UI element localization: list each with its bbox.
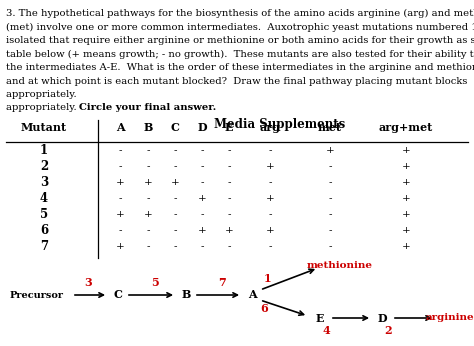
Text: Media Supplements: Media Supplements: [214, 118, 346, 131]
Text: A: A: [116, 122, 124, 133]
Text: -: -: [268, 146, 272, 155]
Text: D: D: [197, 122, 207, 133]
Text: 2: 2: [40, 160, 48, 173]
Text: 7: 7: [218, 276, 226, 288]
Text: Circle your final answer.: Circle your final answer.: [79, 103, 216, 112]
Text: B: B: [143, 122, 153, 133]
Text: E: E: [316, 312, 324, 324]
Text: -: -: [328, 178, 332, 187]
Text: E: E: [225, 122, 233, 133]
Text: 4: 4: [40, 192, 48, 205]
Text: +: +: [225, 226, 233, 235]
Text: 2: 2: [384, 325, 392, 336]
Text: the intermediates A-E.  What is the order of these intermediates in the arginine: the intermediates A-E. What is the order…: [6, 63, 474, 72]
Text: -: -: [268, 178, 272, 187]
Text: table below (+ means growth; - no growth).  These mutants are also tested for th: table below (+ means growth; - no growth…: [6, 49, 474, 58]
Text: arg+met: arg+met: [379, 122, 433, 133]
Text: appropriately.: appropriately.: [6, 90, 83, 99]
Text: -: -: [227, 194, 231, 203]
Text: -: -: [146, 162, 150, 171]
Text: -: -: [227, 146, 231, 155]
Text: +: +: [116, 178, 124, 187]
Text: -: -: [227, 178, 231, 187]
Text: +: +: [144, 210, 152, 219]
Text: -: -: [118, 162, 122, 171]
Text: -: -: [173, 226, 177, 235]
Text: 4: 4: [322, 325, 330, 336]
Text: -: -: [227, 242, 231, 251]
Text: -: -: [173, 194, 177, 203]
Text: -: -: [328, 194, 332, 203]
Text: -: -: [268, 242, 272, 251]
Text: +: +: [401, 210, 410, 219]
Text: 5: 5: [40, 208, 48, 221]
Text: +: +: [401, 162, 410, 171]
Text: -: -: [227, 210, 231, 219]
Text: -: -: [200, 210, 204, 219]
Text: -: -: [200, 162, 204, 171]
Text: -: -: [146, 146, 150, 155]
Text: A: A: [248, 290, 256, 300]
Text: -: -: [268, 210, 272, 219]
Text: -: -: [328, 226, 332, 235]
Text: 3: 3: [84, 276, 92, 288]
Text: -: -: [328, 162, 332, 171]
Text: isolated that require either arginine or methionine or both amino acids for thei: isolated that require either arginine or…: [6, 36, 474, 45]
Text: -: -: [173, 210, 177, 219]
Text: 3. The hypothetical pathways for the biosynthesis of the amino acids arginine (a: 3. The hypothetical pathways for the bio…: [6, 9, 474, 18]
Text: C: C: [114, 290, 122, 300]
Text: +: +: [265, 194, 274, 203]
Text: +: +: [116, 210, 124, 219]
Text: D: D: [377, 312, 387, 324]
Text: -: -: [146, 226, 150, 235]
Text: 7: 7: [40, 240, 48, 253]
Text: 3: 3: [40, 176, 48, 189]
Text: +: +: [198, 194, 206, 203]
Text: +: +: [401, 178, 410, 187]
Text: and at which point is each mutant blocked?  Draw the final pathway placing mutan: and at which point is each mutant blocke…: [6, 76, 467, 85]
Text: +: +: [401, 242, 410, 251]
Text: -: -: [227, 162, 231, 171]
Text: -: -: [118, 194, 122, 203]
Text: -: -: [146, 194, 150, 203]
Text: -: -: [328, 210, 332, 219]
Text: (met) involve one or more common intermediates.  Auxotrophic yeast mutations num: (met) involve one or more common interme…: [6, 22, 474, 31]
Text: arginine: arginine: [426, 313, 474, 322]
Text: +: +: [326, 146, 334, 155]
Text: met: met: [318, 122, 342, 133]
Text: 6: 6: [40, 224, 48, 237]
Text: -: -: [118, 226, 122, 235]
Text: 6: 6: [260, 302, 268, 313]
Text: -: -: [200, 178, 204, 187]
Text: -: -: [328, 242, 332, 251]
Text: -: -: [118, 146, 122, 155]
Text: appropriately.: appropriately.: [6, 103, 83, 112]
Text: 1: 1: [40, 144, 48, 157]
Text: +: +: [198, 226, 206, 235]
Text: +: +: [401, 194, 410, 203]
Text: C: C: [171, 122, 180, 133]
Text: +: +: [401, 226, 410, 235]
Text: -: -: [173, 146, 177, 155]
Text: 5: 5: [151, 276, 159, 288]
Text: Precursor: Precursor: [10, 291, 64, 300]
Text: +: +: [144, 178, 152, 187]
Text: -: -: [173, 242, 177, 251]
Text: +: +: [265, 226, 274, 235]
Text: 1: 1: [264, 273, 272, 283]
Text: +: +: [265, 162, 274, 171]
Text: B: B: [182, 290, 191, 300]
Text: -: -: [146, 242, 150, 251]
Text: +: +: [116, 242, 124, 251]
Text: arg: arg: [259, 122, 281, 133]
Text: -: -: [173, 162, 177, 171]
Text: Mutant: Mutant: [21, 122, 67, 133]
Text: +: +: [171, 178, 179, 187]
Text: +: +: [401, 146, 410, 155]
Text: methionine: methionine: [307, 261, 373, 270]
Text: -: -: [200, 146, 204, 155]
Text: -: -: [200, 242, 204, 251]
